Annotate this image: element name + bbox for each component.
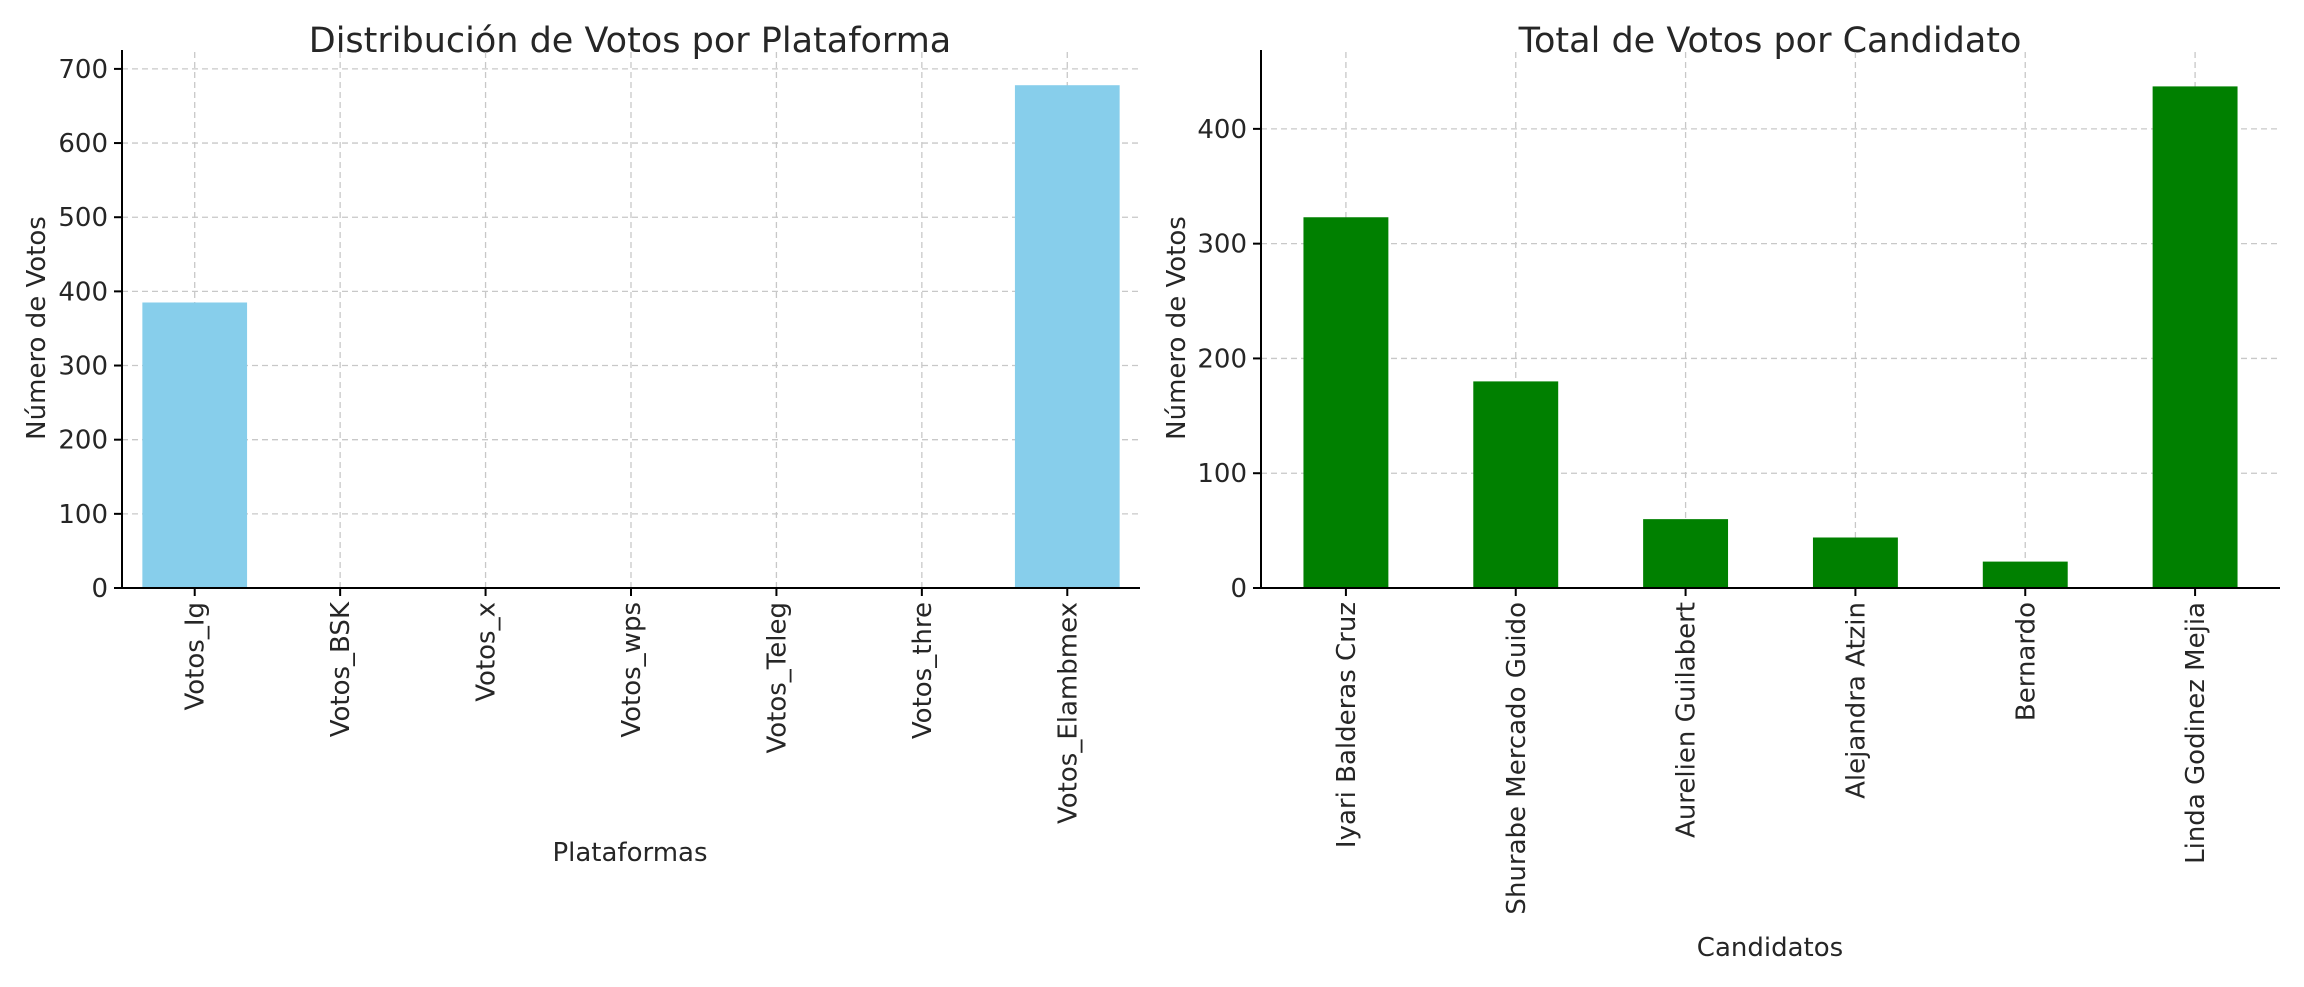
y-tick-label: 0 [91,574,108,604]
x-tick-label: Votos_x [472,602,502,702]
y-tick-label: 300 [1197,230,1247,260]
bar-aurelien-guilabert [1643,519,1729,588]
bar-votos-ig [142,302,248,588]
bar-iyari-balderas-cruz [1303,217,1389,588]
x-tick-label: Iyari Balderas Cruz [1332,602,1362,848]
x-tick-label: Linda Godinez Mejia [2181,602,2211,864]
bars [142,85,1120,588]
y-tick-label: 700 [58,55,108,85]
bars [1303,86,2238,589]
grid [122,52,1140,589]
x-axis-label: Plataformas [552,838,707,868]
x-tick-label: Bernardo [2011,602,2041,721]
bar-votos-elambmex [1014,85,1120,588]
y-tick-label: 300 [58,352,108,382]
x-tick-label: Votos_Ig [181,602,211,711]
chart-platform-votes: Distribución de Votos por Plataforma Pla… [22,21,1140,868]
y-axis-label: Número de Votos [22,216,52,440]
y-tick-label: 100 [58,500,108,530]
x-tick-label: Votos_thre [908,602,938,739]
y-tick-label: 200 [58,426,108,456]
bar-shurabe-mercado-guido [1473,381,1559,588]
y-tick-label: 500 [58,203,108,233]
y-tick-label: 200 [1197,344,1247,374]
grid [1261,52,2280,589]
y-tick-label: 600 [58,129,108,159]
chart-title: Distribución de Votos por Plataforma [309,21,952,61]
x-tick-label: Votos_BSK [326,601,356,737]
bar-alejandra-atzin [1812,537,1898,588]
x-tick-label: Votos_Teleg [762,602,792,754]
bar-bernardo [1982,561,2068,588]
chart-title: Total de Votos por Candidato [1518,21,2022,61]
x-tick-label: Votos_Elambmex [1053,602,1083,824]
y-tick-label: 0 [1230,574,1247,604]
y-tick-label: 400 [58,277,108,307]
y-tick-label: 100 [1197,459,1247,489]
axes: 0 100 200 300 400 Iyari Balderas Cruz Shurabe … [1197,50,2280,915]
bar-linda-godinez-mejia [2152,86,2238,589]
y-axis-label: Número de Votos [1162,216,1192,440]
x-tick-label: Aurelien Guilabert [1672,602,1702,838]
y-tick-label: 400 [1197,115,1247,145]
chart-candidate-votes: Total de Votos por Candidato Candidatos … [1162,21,2280,963]
x-axis-label: Candidatos [1697,933,1843,963]
x-tick-label: Alejandra Atzin [1841,602,1871,799]
axes: 0 100 200 300 400 500 600 700 Votos_Ig Votos_BSK V… [58,50,1140,824]
x-tick-label: Votos_wps [617,602,647,738]
x-tick-label: Shurabe Mercado Guido [1502,602,1532,915]
